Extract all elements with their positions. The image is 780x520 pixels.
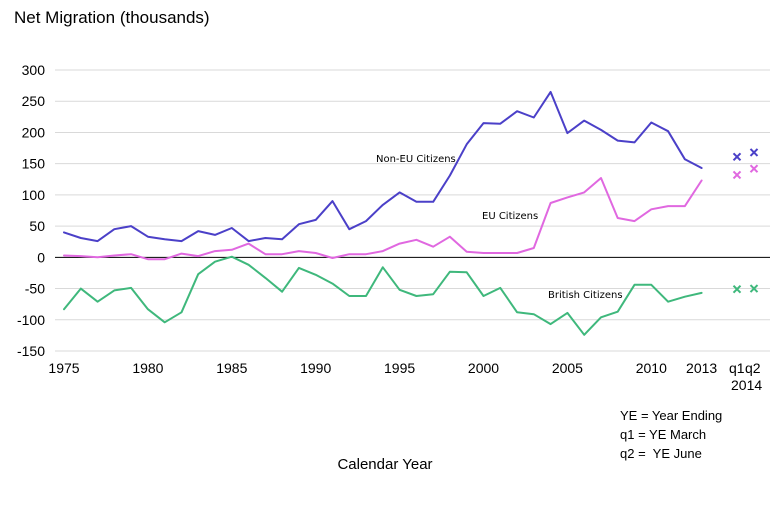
- x-tick-2014: 2014: [731, 377, 762, 393]
- gridlines: [55, 69, 770, 352]
- marker-q1-1: [732, 170, 742, 180]
- x-tick-label: 2005: [552, 360, 583, 376]
- chart-title: Net Migration (thousands): [14, 8, 210, 27]
- x-tick-label: 1995: [384, 360, 415, 376]
- note-ye: YE = Year Ending: [620, 408, 722, 423]
- y-tick-label: 50: [29, 218, 45, 234]
- y-tick-label: 250: [22, 93, 46, 109]
- y-tick-label: -100: [17, 312, 45, 328]
- x-tick-label: 1980: [132, 360, 163, 376]
- x-tick-label: 2000: [468, 360, 499, 376]
- series-line-non-eu-citizens: [63, 90, 703, 243]
- x-tick-label: 2013: [686, 360, 717, 376]
- x-axis-title: Calendar Year: [337, 456, 432, 473]
- note-q2: q2 = YE June: [620, 446, 702, 461]
- y-tick-label: -50: [25, 281, 45, 297]
- x-tick-q1: q1: [729, 360, 745, 376]
- x-axis-ticks: 1975 1980 1985 1990 1995 2000 2005 2010 2013: [48, 360, 717, 376]
- y-tick-label: -150: [17, 343, 45, 359]
- marker-q1-2: [732, 284, 742, 294]
- y-axis-ticks: 300 250 200 150 100 50 0 -50 -100 -150: [17, 62, 45, 359]
- marker-q1-0: [732, 152, 742, 162]
- note-q1: q1 = YE March: [620, 427, 706, 442]
- y-tick-label: 100: [22, 187, 46, 203]
- x-tick-q2: q2: [745, 360, 761, 376]
- x-tick-label: 1985: [216, 360, 247, 376]
- label-british-citizens: British Citizens: [548, 290, 623, 301]
- x-tick-label: 1975: [48, 360, 79, 376]
- x-tick-label: 2010: [636, 360, 667, 376]
- marker-q2-2: [749, 284, 759, 293]
- marker-q2-1: [749, 164, 759, 173]
- y-tick-label: 150: [22, 156, 46, 172]
- y-tick-label: 0: [37, 249, 45, 265]
- series-lines: [63, 90, 703, 336]
- y-tick-label: 300: [22, 62, 46, 78]
- label-eu-citizens: EU Citizens: [482, 211, 538, 222]
- label-non-eu-citizens: Non-EU Citizens: [376, 154, 456, 165]
- series-line-eu-citizens: [63, 177, 703, 261]
- quarter-markers: [732, 148, 759, 294]
- x-tick-label: 1990: [300, 360, 331, 376]
- y-tick-label: 200: [22, 124, 46, 140]
- series-line-british-citizens: [63, 255, 703, 336]
- marker-q2-0: [749, 148, 759, 157]
